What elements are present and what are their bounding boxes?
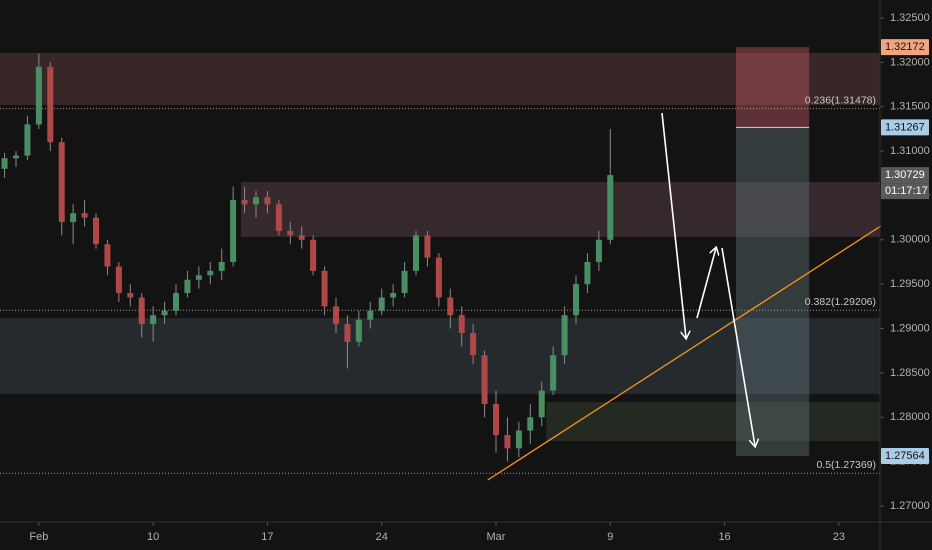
- x-tick-label: Mar: [487, 531, 506, 543]
- candle-body: [595, 239, 602, 262]
- candle-body: [115, 266, 122, 294]
- zone: [240, 181, 880, 237]
- candle-body: [218, 262, 225, 271]
- candle-body: [24, 124, 31, 156]
- candle-body: [561, 315, 568, 356]
- candle-body: [333, 306, 339, 325]
- y-tick-label: 1.27000: [890, 500, 930, 512]
- x-tick-label: 10: [147, 531, 159, 543]
- price-label-bg: [881, 447, 929, 464]
- y-tick-label: 1.32000: [890, 56, 930, 68]
- zone: [0, 52, 880, 105]
- y-tick-label: 1.32500: [890, 12, 930, 24]
- candle-body: [207, 270, 214, 276]
- arrows: [661, 112, 755, 446]
- candle-body: [70, 213, 77, 223]
- candle-body: [493, 403, 499, 436]
- candle-body: [184, 279, 191, 294]
- candle-body: [413, 235, 419, 271]
- price-label: 1.27564: [885, 450, 925, 462]
- fib-label: 0.382(1.29206): [805, 296, 876, 308]
- candle-body: [13, 155, 19, 159]
- price-label-bg: [881, 167, 929, 184]
- candle-body: [275, 204, 282, 231]
- candle-body: [104, 244, 111, 267]
- candle-body: [230, 199, 237, 262]
- candle-body: [287, 230, 294, 236]
- x-tick-label: 24: [376, 531, 388, 543]
- candle-body: [367, 310, 374, 320]
- candle-body: [264, 197, 271, 205]
- fib-label: 0.236(1.31478): [805, 94, 876, 106]
- candle-body: [515, 430, 522, 449]
- y-tick-label: 1.29500: [890, 278, 930, 290]
- candle-body: [344, 324, 351, 342]
- y-tick-label: 1.29000: [890, 322, 930, 334]
- candle-body: [93, 217, 99, 245]
- candle-body: [321, 270, 328, 307]
- arrow: [721, 247, 755, 446]
- candle-body: [253, 197, 259, 205]
- x-tick-label: 9: [607, 531, 613, 543]
- countdown: 01:17:17: [885, 185, 928, 197]
- candle-body: [298, 235, 305, 240]
- candle-body: [607, 175, 614, 240]
- arrow: [696, 248, 716, 319]
- candle-body: [550, 355, 557, 391]
- price-label: 1.31267: [885, 121, 925, 133]
- x-tick-label: Feb: [29, 531, 48, 543]
- candle-body: [435, 257, 442, 298]
- candle-body: [527, 417, 534, 431]
- y-tick-label: 1.28000: [890, 411, 930, 423]
- fib-label: 0.5(1.27369): [816, 459, 876, 471]
- candle-body: [378, 297, 385, 311]
- candle-body: [538, 390, 545, 418]
- price-label: 1.30729: [885, 169, 925, 181]
- countdown-bg: [881, 183, 929, 200]
- candle-body: [424, 235, 431, 258]
- candle-body: [470, 332, 477, 356]
- candle-body: [35, 66, 42, 125]
- trendline: [487, 225, 882, 481]
- zone: [0, 317, 880, 395]
- position-stop: [736, 47, 810, 128]
- y-tick-label: 1.30000: [890, 234, 930, 246]
- x-tick-label: 23: [833, 531, 845, 543]
- candle-body: [584, 262, 591, 285]
- candle-body: [195, 275, 202, 280]
- candle-body: [173, 293, 179, 311]
- price-label-bg: [881, 39, 929, 56]
- zone: [546, 402, 880, 441]
- arrow: [661, 112, 686, 338]
- candle-body: [504, 435, 511, 449]
- candle-body: [81, 213, 88, 218]
- candle-body: [58, 142, 65, 223]
- candle-body: [447, 297, 454, 316]
- candle-body: [241, 199, 248, 205]
- candle-body: [401, 270, 408, 294]
- candle-body: [47, 66, 54, 143]
- y-tick-label: 1.31500: [890, 101, 930, 113]
- candle-body: [310, 239, 317, 271]
- position-target: [736, 127, 810, 456]
- candle-body: [355, 319, 362, 342]
- y-tick-label: 1.28500: [890, 367, 930, 379]
- candle-body: [150, 315, 157, 325]
- price-label-bg: [881, 119, 929, 136]
- candle-body: [1, 158, 8, 169]
- y-tick-label: 1.31000: [890, 145, 930, 157]
- x-tick-label: 16: [718, 531, 730, 543]
- x-tick-label: 17: [261, 531, 273, 543]
- candle-body: [458, 315, 465, 333]
- candle-body: [138, 297, 145, 325]
- candle-body: [127, 293, 134, 298]
- candle-body: [573, 284, 579, 316]
- candle-body: [161, 310, 168, 316]
- price-label: 1.32172: [885, 41, 925, 53]
- candle-body: [481, 355, 488, 404]
- candle-body: [390, 293, 397, 298]
